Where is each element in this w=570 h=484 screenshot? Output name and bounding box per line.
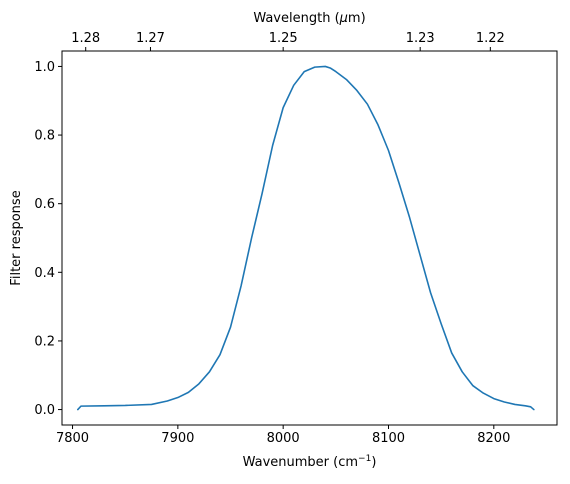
x-tick-label: 7800 xyxy=(56,431,89,446)
y-tick-label: 1.0 xyxy=(34,60,55,75)
top-axis: 1.28 1.27 1.25 1.23 1.22 xyxy=(71,31,505,51)
y-axis-label: Filter response xyxy=(9,190,24,285)
top-tick-label: 1.28 xyxy=(71,31,100,46)
plot-frame xyxy=(61,50,558,426)
top-tick-label: 1.23 xyxy=(406,31,435,46)
x-tick-label: 8000 xyxy=(267,431,300,446)
top-axis-label: Wavelength (μm) xyxy=(253,11,365,26)
bottom-axis: 7800 7900 8000 8100 8200 xyxy=(56,425,510,446)
y-tick-label: 0.4 xyxy=(34,266,55,281)
top-tick-label: 1.25 xyxy=(269,31,298,46)
x-tick-label: 8200 xyxy=(477,431,510,446)
x-axis-label: Wavenumber (cm−1) xyxy=(243,454,377,470)
x-tick-label: 7900 xyxy=(161,431,194,446)
y-tick-label: 0.0 xyxy=(34,403,55,418)
top-tick-label: 1.22 xyxy=(476,31,505,46)
left-axis: 0.0 0.2 0.4 0.6 0.8 1.0 xyxy=(34,60,62,418)
x-tick-label: 8100 xyxy=(372,431,405,446)
top-tick-label: 1.27 xyxy=(136,31,165,46)
y-tick-label: 0.6 xyxy=(34,197,55,212)
y-tick-label: 0.2 xyxy=(34,334,55,349)
filter-response-line xyxy=(77,65,535,411)
series-layer xyxy=(77,65,535,411)
y-tick-label: 0.8 xyxy=(34,129,55,144)
